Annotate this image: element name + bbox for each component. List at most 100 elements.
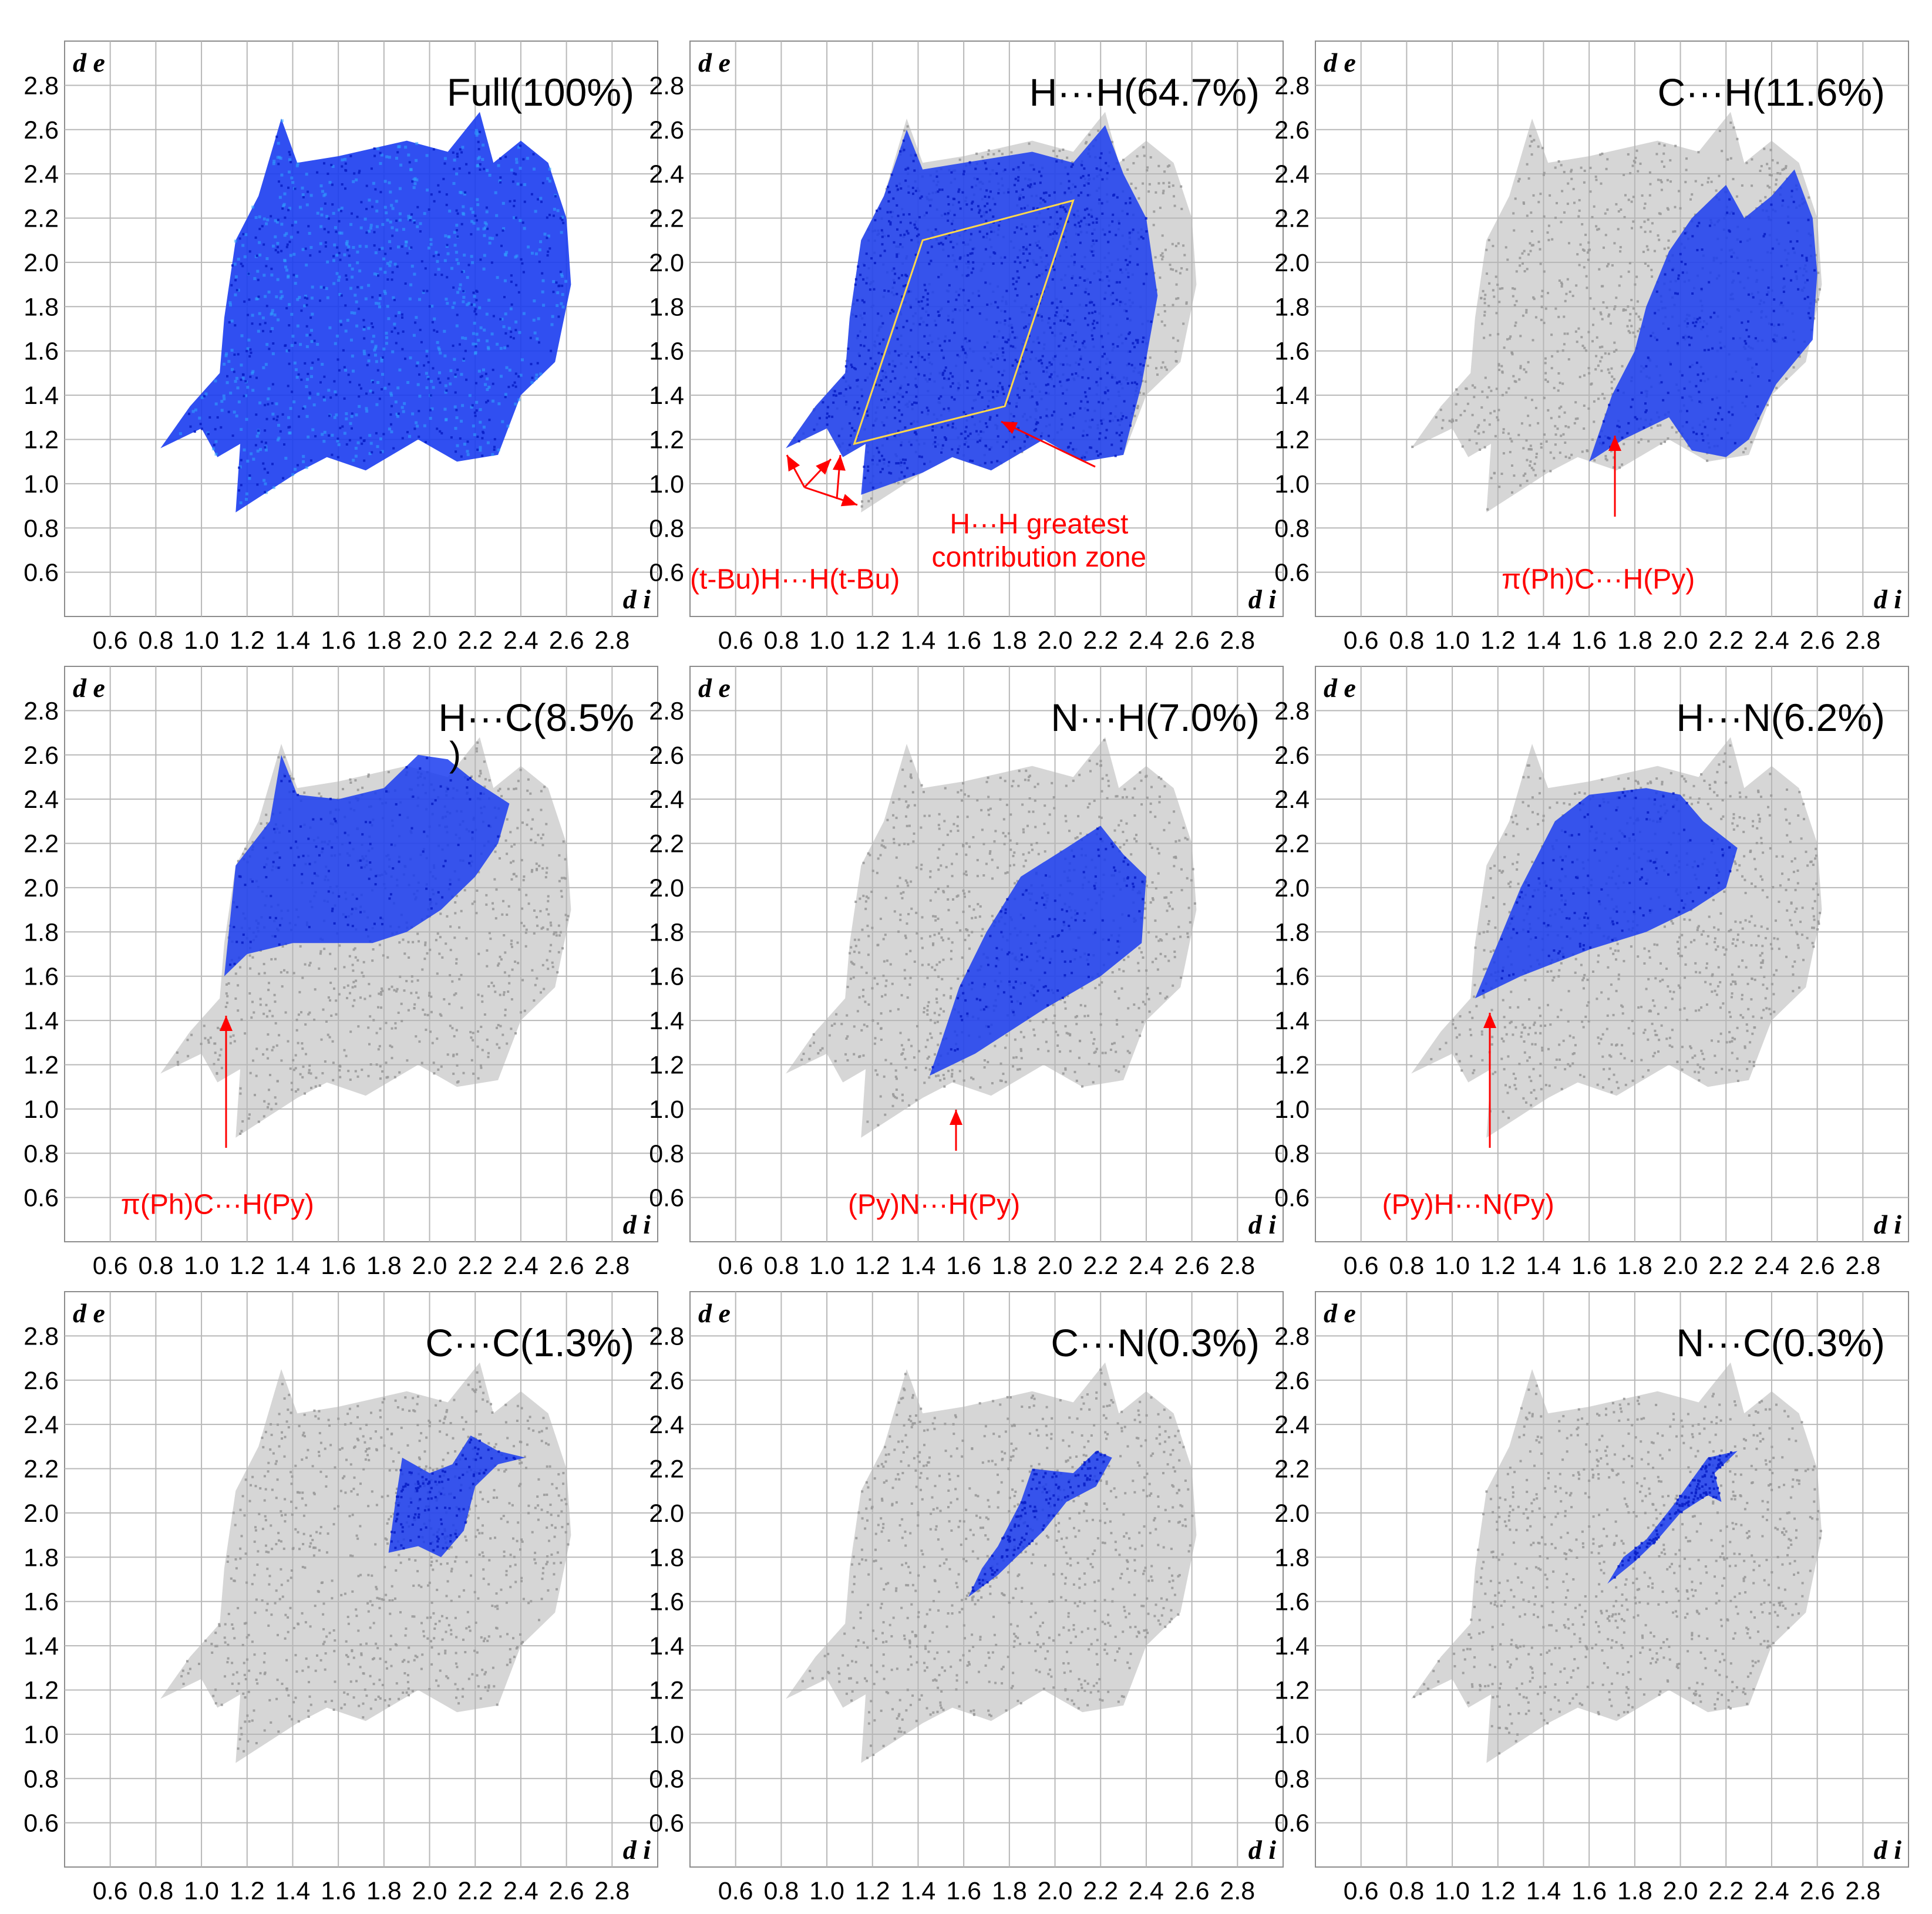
highlight-point	[512, 180, 514, 183]
highlight-point	[1014, 184, 1016, 186]
highlight-point	[970, 252, 972, 255]
core-point	[365, 298, 368, 301]
background-point	[452, 1055, 455, 1057]
y-tick-label: 2.4	[1274, 160, 1310, 188]
core-point	[507, 424, 510, 427]
background-point	[495, 917, 497, 919]
background-point	[1635, 313, 1637, 315]
highlight-point	[349, 155, 352, 157]
background-point	[277, 1080, 279, 1083]
background-point	[226, 1002, 228, 1004]
highlight-point	[940, 451, 943, 454]
core-point	[306, 203, 309, 206]
highlight-point	[849, 422, 851, 424]
highlight-point	[379, 397, 381, 400]
highlight-point	[456, 314, 459, 316]
core-point	[481, 158, 484, 161]
background-point	[1573, 202, 1576, 204]
background-point	[477, 953, 480, 955]
highlight-point	[1709, 225, 1711, 227]
core-point	[383, 271, 386, 274]
core-point	[194, 409, 197, 412]
background-point	[1511, 352, 1513, 354]
highlight-point	[1012, 169, 1015, 171]
background-point	[1540, 443, 1543, 445]
core-point	[375, 251, 378, 254]
background-point	[449, 1025, 452, 1027]
highlight-point	[819, 417, 821, 419]
highlight-point	[1110, 444, 1113, 446]
highlight-point	[459, 167, 461, 170]
core-point	[352, 459, 355, 462]
highlight-point	[397, 332, 399, 335]
core-point	[491, 332, 494, 335]
highlight-point	[255, 444, 257, 446]
background-point	[1130, 183, 1133, 185]
background-point	[558, 925, 560, 927]
highlight-point	[238, 467, 240, 469]
background-point	[210, 1037, 212, 1039]
core-point	[358, 405, 361, 408]
background-point	[260, 823, 262, 825]
background-point	[1550, 333, 1553, 336]
highlight-point	[835, 395, 837, 397]
highlight-point	[499, 157, 501, 160]
background-point	[271, 1049, 274, 1052]
core-point	[291, 181, 294, 184]
core-point	[320, 286, 323, 289]
highlight-point	[282, 477, 284, 480]
highlight-point	[1771, 324, 1773, 326]
highlight-point	[924, 359, 926, 361]
background-point	[510, 939, 513, 942]
background-point	[1521, 422, 1523, 424]
highlight-point	[1088, 214, 1090, 216]
core-point	[429, 238, 432, 241]
highlight-point	[1029, 186, 1031, 188]
highlight-point	[371, 167, 373, 170]
highlight-point	[496, 234, 498, 236]
background-point	[1642, 251, 1645, 253]
background-point	[508, 982, 510, 985]
background-point	[1163, 304, 1166, 306]
core-point	[294, 221, 297, 224]
highlight-point	[1095, 240, 1098, 242]
background-point	[558, 951, 560, 953]
background-point	[1182, 244, 1184, 247]
background-point	[1568, 242, 1570, 244]
highlight-point	[1008, 339, 1010, 341]
core-point	[308, 232, 311, 235]
background-point	[217, 1059, 220, 1061]
highlight-point	[272, 418, 275, 420]
core-point	[370, 442, 373, 445]
highlight-point	[316, 171, 318, 174]
highlight-point	[883, 289, 886, 292]
core-point	[291, 344, 294, 347]
highlight-point	[1045, 254, 1048, 257]
highlight-point	[907, 191, 910, 194]
core-point	[402, 410, 405, 413]
highlight-point	[1005, 290, 1008, 292]
background-point	[1135, 187, 1137, 190]
background-point	[1476, 442, 1478, 444]
background-point	[187, 1039, 189, 1041]
highlight-point	[1062, 363, 1065, 366]
highlight-point	[1083, 279, 1086, 282]
core-point	[477, 157, 480, 160]
highlight-point	[1681, 396, 1684, 399]
background-point	[1535, 407, 1537, 409]
core-point	[473, 295, 476, 298]
core-point	[237, 258, 240, 261]
core-point	[262, 479, 265, 482]
highlight-point	[1808, 219, 1810, 221]
background-point	[1632, 220, 1634, 223]
core-point	[480, 326, 483, 329]
background-point	[329, 953, 331, 955]
core-point	[245, 493, 248, 496]
y-tick-label: 1.0	[649, 470, 684, 498]
core-point	[281, 119, 284, 122]
highlight-point	[452, 151, 455, 154]
highlight-point	[1071, 166, 1073, 168]
y-tick-label: 0.6	[23, 559, 59, 587]
background-point	[988, 149, 990, 151]
highlight-point	[834, 390, 836, 392]
